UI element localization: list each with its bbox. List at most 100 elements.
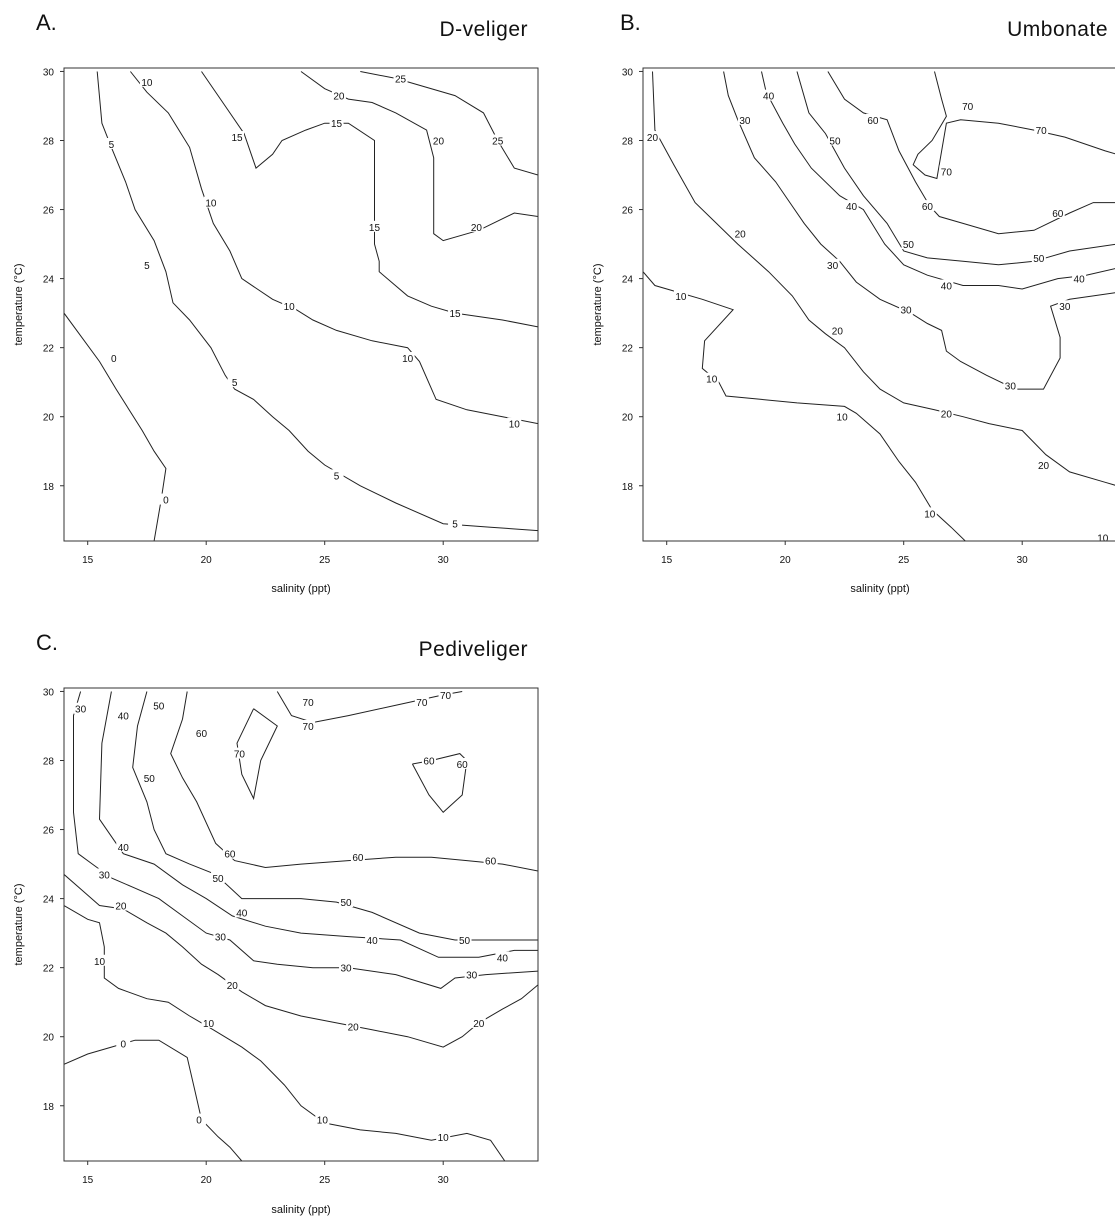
contour-label-bg [939, 407, 954, 419]
y-axis-label: temperature (°C) [13, 883, 25, 965]
y-tick-label: 22 [43, 964, 55, 975]
contour-label-bg [455, 757, 470, 769]
contour-label-0: 0 [120, 1040, 126, 1051]
x-tick-label: 15 [82, 1175, 94, 1186]
contour-label-20: 20 [647, 133, 659, 144]
contour-line-25 [360, 71, 538, 176]
contour-line-30 [73, 691, 538, 989]
contour-label-10: 10 [94, 957, 106, 968]
y-tick-label: 24 [622, 275, 634, 286]
contour-line-50 [132, 691, 538, 941]
contour-label-bg [315, 1113, 330, 1125]
contour-label-10: 10 [317, 1116, 329, 1127]
contour-label-bg [1003, 379, 1018, 391]
contour-label-0: 0 [163, 496, 169, 507]
contour-label-20: 20 [115, 902, 127, 913]
contour-label-40: 40 [118, 843, 130, 854]
y-tick-label: 26 [43, 206, 55, 217]
contour-label-bg [457, 934, 472, 946]
contour-label-bg [142, 771, 157, 783]
x-tick-label: 30 [1017, 555, 1029, 566]
panel-title: Umbonate [1007, 18, 1108, 41]
contour-label-50: 50 [829, 137, 841, 148]
contour-label-bg [438, 688, 453, 700]
contour-label-5: 5 [232, 378, 238, 389]
contour-label-bg [761, 89, 776, 101]
contour-label-70: 70 [416, 698, 428, 709]
contour-label-40: 40 [846, 202, 858, 213]
contour-label-20: 20 [832, 326, 844, 337]
contour-label-bg [393, 72, 408, 84]
y-axis-label: temperature (°C) [592, 263, 604, 345]
contour-line-10 [64, 905, 506, 1161]
y-tick-label: 28 [43, 757, 55, 768]
contour-label-60: 60 [1052, 209, 1064, 220]
contour-label-bg [192, 1113, 207, 1125]
chart-panel-a: A. D-veliger 0 0 5 5 5 5 5 10 10 10 10 10 15 15 15 15 20 20… [13, 10, 539, 595]
contour-label-60: 60 [423, 757, 435, 768]
contour-label-bg [844, 200, 859, 212]
contour-label-bg [1034, 124, 1049, 136]
contour-label-30: 30 [901, 306, 913, 317]
contour-label-40: 40 [367, 936, 379, 947]
x-tick-label: 30 [438, 555, 450, 566]
contour-label-30: 30 [827, 261, 839, 272]
x-tick-label: 20 [780, 555, 792, 566]
y-tick-label: 18 [43, 482, 55, 493]
contour-label-bg [139, 75, 154, 87]
contour-line-40 [98, 691, 538, 958]
x-tick-label: 25 [319, 1175, 331, 1186]
contour-label-bg [865, 113, 880, 125]
contour-label-bg [225, 978, 240, 990]
x-tick-label: 15 [82, 555, 94, 566]
contour-label-bg [448, 517, 463, 529]
panel-letter: C. [36, 630, 58, 655]
contour-label-bg [471, 1016, 486, 1028]
y-tick-label: 22 [622, 344, 634, 355]
contour-label-15: 15 [369, 223, 381, 234]
contour-label-20: 20 [735, 230, 747, 241]
contour-label-20: 20 [941, 409, 953, 420]
contour-label-bg [1050, 207, 1065, 219]
contour-label-bg [939, 165, 954, 177]
contour-label-30: 30 [739, 116, 751, 127]
y-tick-label: 30 [43, 67, 55, 78]
x-axis-label: salinity (ppt) [850, 583, 909, 595]
contour-label-20: 20 [1038, 461, 1050, 472]
contour-label-25: 25 [395, 74, 407, 85]
contour-label-10: 10 [205, 199, 217, 210]
contour-label-10: 10 [706, 375, 718, 386]
contour-label-bg [367, 220, 382, 232]
contour-label-bg [645, 131, 660, 143]
contour-lines: 10 10 10 10 10 20 20 20 20 20 30 30 30 30 30 40 40 40 40 50… [643, 71, 1115, 545]
contour-line-20 [64, 874, 538, 1048]
contour-label-30: 30 [1059, 302, 1071, 313]
contour-label-bg [113, 899, 128, 911]
y-tick-label: 28 [43, 137, 55, 148]
contour-label-bg [825, 258, 840, 270]
contour-label-bg [939, 279, 954, 291]
contour-label-50: 50 [1033, 254, 1045, 265]
contour-label-bg [835, 410, 850, 422]
contour-label-60: 60 [196, 729, 208, 740]
contour-label-10: 10 [284, 302, 296, 313]
y-tick-label: 30 [43, 687, 55, 698]
contour-label-30: 30 [1005, 382, 1017, 393]
contour-label-50: 50 [340, 898, 352, 909]
contour-line-5 [96, 71, 538, 532]
plot-frame [642, 67, 1115, 542]
contour-label-bg [213, 930, 228, 942]
contour-label-bg [431, 134, 446, 146]
contour-label-10: 10 [1097, 534, 1109, 545]
contour-label-30: 30 [215, 933, 227, 944]
contour-label-30: 30 [340, 964, 352, 975]
contour-label-bg [1036, 459, 1051, 471]
contour-label-70: 70 [962, 102, 974, 113]
contour-label-bg [92, 954, 107, 966]
contour-label-70: 70 [440, 691, 452, 702]
y-tick-label: 20 [43, 413, 55, 424]
x-tick-label: 25 [898, 555, 910, 566]
contour-line-40 [761, 71, 1115, 290]
y-tick-label: 28 [622, 137, 634, 148]
